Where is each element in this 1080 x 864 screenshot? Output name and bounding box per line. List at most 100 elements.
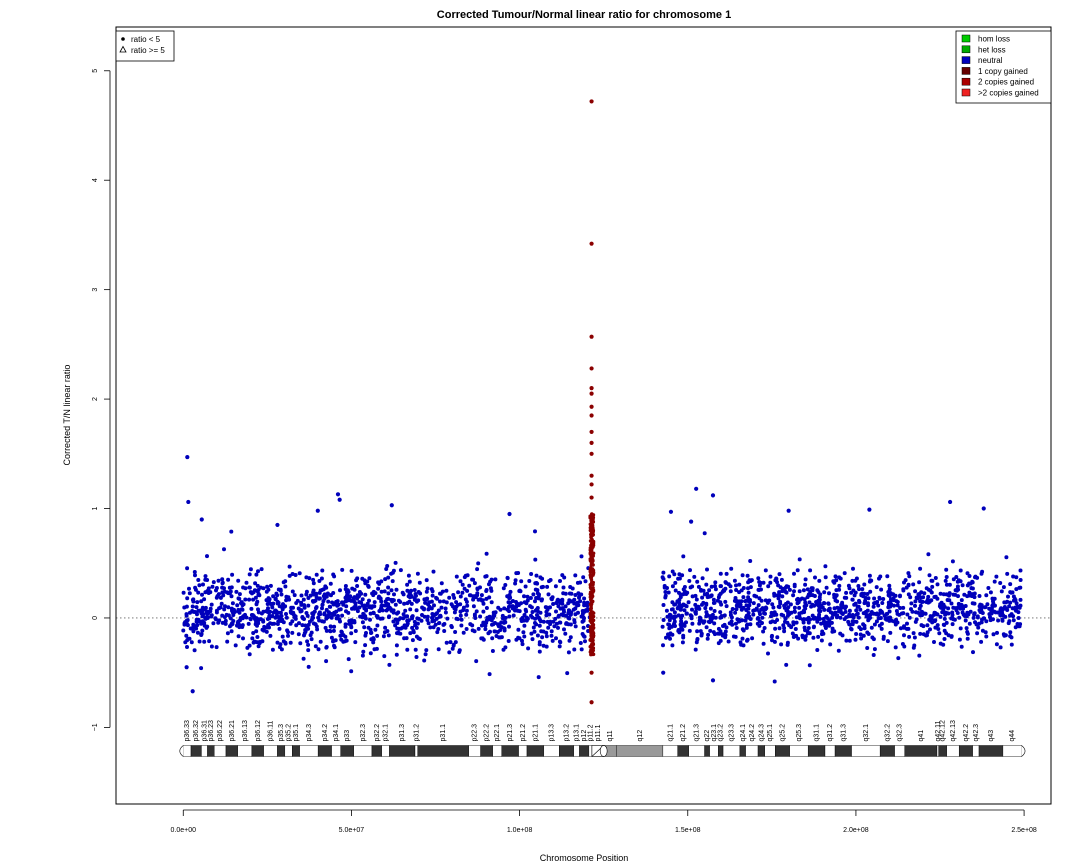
x-tick-label: 1.5e+08 xyxy=(675,827,701,834)
plot-frame xyxy=(115,26,1052,805)
ideogram-band xyxy=(662,745,678,757)
chromosome-ideogram: p36.33 p36.32 p36.31 p36.23 p36.22 p36.21 p36.… xyxy=(179,720,1026,757)
plot-area: p36.33 p36.32 p36.31 p36.23 p36.22 p36.21 p36.… xyxy=(116,99,1051,757)
ideogram-band xyxy=(225,745,238,757)
ideogram-band xyxy=(381,745,390,757)
ideogram-band xyxy=(214,745,227,757)
neutral-outlier-point xyxy=(507,511,512,517)
ideogram-band-label: q42.13 xyxy=(950,720,957,742)
ideogram-band-label: q43 xyxy=(988,730,995,742)
ideogram-band xyxy=(501,745,519,757)
legend-color-swatch xyxy=(961,34,971,43)
neutral-outlier-point xyxy=(185,454,190,460)
ideogram-band xyxy=(775,745,790,757)
data-points xyxy=(116,99,1051,705)
ideogram-band xyxy=(709,745,719,757)
ideogram-band-label: p34.3 xyxy=(306,724,313,742)
ideogram-band xyxy=(824,745,836,757)
x-tick-label: 5.0e+07 xyxy=(339,827,365,834)
ideogram-band-label: q42.2 xyxy=(963,724,970,742)
open-triangle-icon xyxy=(119,45,127,53)
neutral-outlier-point xyxy=(948,499,953,505)
ideogram-band-label: q31.1 xyxy=(814,724,821,742)
ideogram-band xyxy=(573,745,580,757)
ideogram-band-label: q32.2 xyxy=(884,724,891,742)
neutral-outlier-point xyxy=(275,522,280,528)
ideogram-band-label: p36.31 xyxy=(201,720,208,742)
legend-color-label: 1 copy gained xyxy=(978,67,1028,76)
ideogram-band xyxy=(340,745,354,757)
ideogram-band xyxy=(834,745,852,757)
legend-color-label: neutral xyxy=(978,56,1003,65)
ideogram-band xyxy=(526,745,545,757)
neutral-outlier-point xyxy=(668,509,674,514)
ideogram-band-label: p36.12 xyxy=(255,720,262,742)
ideogram-band-label: q21.2 xyxy=(680,724,687,742)
filled-circle-icon xyxy=(121,37,125,41)
legend-color-swatch xyxy=(961,67,971,75)
legend-shape-label: ratio >= 5 xyxy=(131,46,165,55)
centromere xyxy=(599,745,608,757)
gained-outlier-point xyxy=(589,451,594,456)
ideogram-band-label: q24.2 xyxy=(749,724,756,742)
ideogram-band xyxy=(616,745,664,757)
gained-outlier-point xyxy=(589,391,594,396)
neutral-outlier-point xyxy=(184,665,189,670)
ideogram-pter xyxy=(179,745,184,757)
legend-shape: ratio < 5 ratio >= 5 xyxy=(115,30,175,62)
ideogram-band xyxy=(745,745,759,757)
ideogram-band-label: q32.1 xyxy=(863,724,870,742)
x-tick-label: 2.5e+08 xyxy=(1011,827,1037,834)
ideogram-band-label: p31.2 xyxy=(413,724,420,742)
ideogram-band-label: p36.11 xyxy=(268,720,275,741)
legend-shape-box xyxy=(115,30,175,62)
legend-copy-number-box xyxy=(955,30,1052,104)
neutral-points xyxy=(181,529,1023,684)
neutral-outlier-point xyxy=(689,519,694,524)
ideogram-band-label: p35.3 xyxy=(278,724,285,742)
ideogram-band xyxy=(331,745,341,757)
ideogram-band-label: p36.33 xyxy=(184,720,191,742)
ideogram-band xyxy=(543,745,560,757)
ideogram-qter xyxy=(1021,745,1026,757)
x-axis: 0.0e+00 5.0e+07 1.0e+08 1.5e+08 2.0e+08 2.5e+… xyxy=(171,809,1037,834)
gained-outlier-point xyxy=(589,482,594,487)
ideogram-band xyxy=(739,745,746,757)
ideogram-band xyxy=(851,745,881,757)
neutral-outlier-point xyxy=(981,506,986,511)
ideogram-band xyxy=(764,745,776,757)
ideogram-band xyxy=(353,745,373,757)
ideogram-band-label: q25.1 xyxy=(767,724,774,742)
y-tick-label: 0 xyxy=(92,616,99,620)
gained-outlier-point xyxy=(589,366,594,371)
ideogram-band xyxy=(468,745,481,757)
x-tick-label: 2.0e+08 xyxy=(843,827,869,834)
ideogram-band-label: p32.1 xyxy=(383,724,390,742)
ideogram-band xyxy=(292,745,300,757)
ideogram-band-label: p21.2 xyxy=(520,724,527,742)
neutral-outlier-point xyxy=(315,508,320,513)
ideogram-band-label: q11 xyxy=(607,730,614,741)
ideogram-band-label: p31.3 xyxy=(399,724,406,742)
gained-outlier-point xyxy=(589,404,594,409)
ideogram-band xyxy=(389,745,416,757)
ideogram-band xyxy=(277,745,286,757)
ideogram-band xyxy=(978,745,1004,757)
x-tick-label: 0.0e+00 xyxy=(171,827,197,834)
ideogram-band-label: p34.1 xyxy=(333,724,340,742)
ideogram-band xyxy=(688,745,705,757)
ideogram-band-label: p12 xyxy=(581,730,588,742)
ideogram-band-label: p21.1 xyxy=(532,724,539,742)
ideogram-band-label: p22.3 xyxy=(472,724,479,742)
ideogram-band-label: q24.3 xyxy=(758,724,765,742)
gained-outlier-point xyxy=(589,334,594,339)
ideogram-band-label: p31.1 xyxy=(440,724,447,742)
ideogram-band xyxy=(1002,745,1022,757)
neutral-outlier-point xyxy=(867,507,872,512)
x-tick-label: 1.0e+08 xyxy=(507,827,533,834)
ideogram-band xyxy=(757,745,765,757)
ideogram-band xyxy=(936,745,939,757)
ideogram-band xyxy=(579,745,590,757)
legend-color-swatch xyxy=(961,88,971,97)
